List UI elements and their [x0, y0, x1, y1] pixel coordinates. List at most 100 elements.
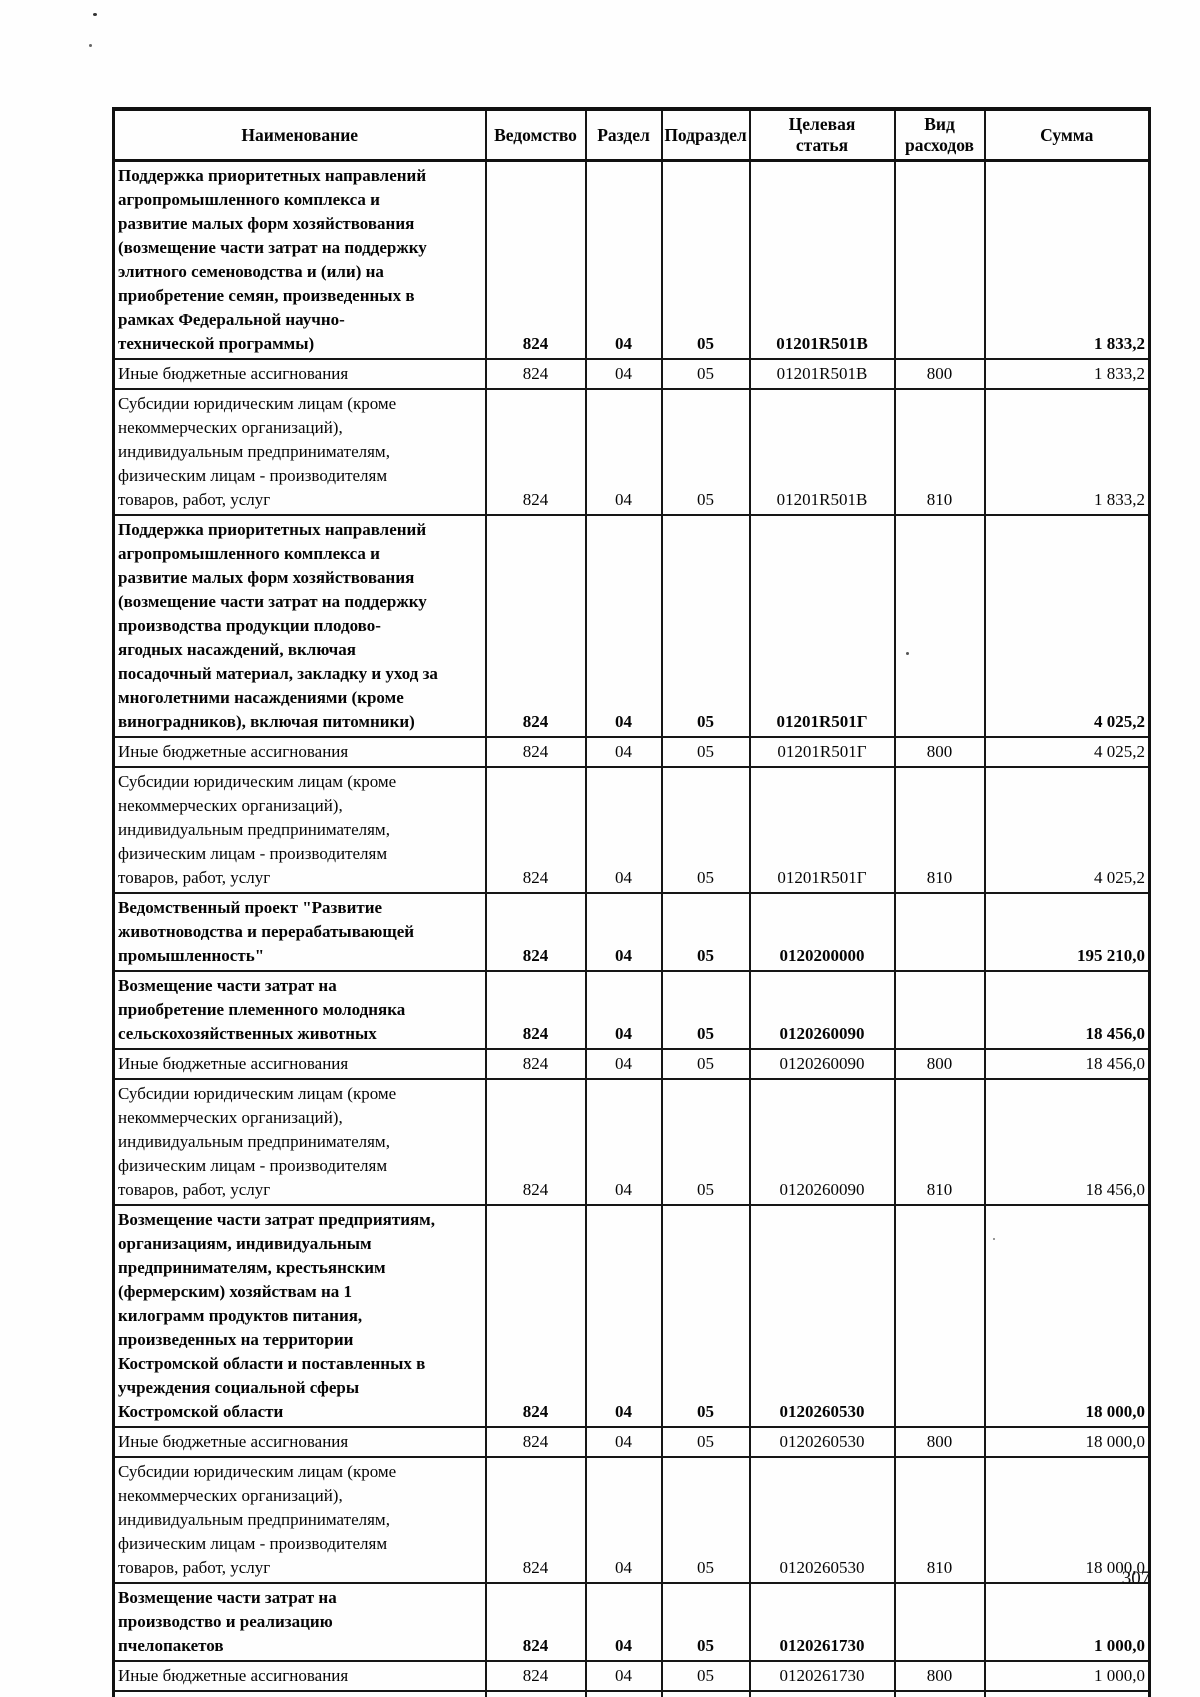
cell-name: Иные бюджетные ассигнования	[112, 736, 487, 768]
cell-podrazdel: 05	[660, 514, 751, 738]
cell-razdel: 04	[584, 388, 663, 516]
cell-razdel: 04	[584, 1078, 663, 1206]
cell-razdel: 04	[584, 1426, 663, 1458]
cell-summa: 4 025,2	[983, 766, 1151, 894]
cell-vid: 810	[893, 1690, 986, 1697]
cell-name: Субсидии юридическим лицам (кроме некомм…	[112, 1690, 487, 1697]
cell-summa: 18 456,0	[983, 970, 1151, 1050]
cell-name: Поддержка приоритетных направлений агроп…	[112, 514, 487, 738]
cell-target: 0120260530	[748, 1426, 896, 1458]
cell-target: 01201R501Г	[748, 766, 896, 894]
scan-speck	[93, 13, 97, 16]
cell-razdel: 04	[584, 766, 663, 894]
table-row: Поддержка приоритетных направлений агроп…	[112, 514, 1151, 738]
cell-podrazdel: 05	[660, 1660, 751, 1692]
cell-summa: 18 000,0	[983, 1426, 1151, 1458]
table-row: Субсидии юридическим лицам (кроме некомм…	[112, 388, 1151, 516]
cell-vedomstvo: 824	[484, 1426, 587, 1458]
cell-vedomstvo: 824	[484, 1048, 587, 1080]
cell-podrazdel: 05	[660, 159, 751, 360]
cell-name: Возмещение части затрат на производство …	[112, 1582, 487, 1662]
cell-podrazdel: 05	[660, 1690, 751, 1697]
col-header-vedomstvo: Ведомство	[484, 107, 587, 162]
cell-target: 0120260090	[748, 1048, 896, 1080]
cell-vedomstvo: 824	[484, 970, 587, 1050]
table-row: Возмещение части затрат на приобретение …	[112, 970, 1151, 1050]
cell-podrazdel: 05	[660, 1078, 751, 1206]
budget-table: Наименование Ведомство Раздел Подраздел …	[112, 107, 1151, 1697]
cell-podrazdel: 05	[660, 736, 751, 768]
cell-razdel: 04	[584, 892, 663, 972]
cell-podrazdel: 05	[660, 766, 751, 894]
col-header-razdel: Раздел	[584, 107, 663, 162]
cell-razdel: 04	[584, 1582, 663, 1662]
cell-razdel: 04	[584, 159, 663, 360]
col-header-name: Наименование	[112, 107, 487, 162]
cell-target: 0120260090	[748, 970, 896, 1050]
cell-vid: 800	[893, 1426, 986, 1458]
cell-podrazdel: 05	[660, 892, 751, 972]
cell-razdel: 04	[584, 1204, 663, 1428]
cell-name: Возмещение части затрат на приобретение …	[112, 970, 487, 1050]
cell-vedomstvo: 824	[484, 1582, 587, 1662]
cell-name: Ведомственный проект "Развитие животново…	[112, 892, 487, 972]
table-row: Иные бюджетные ассигнования 824 04 05 012026…	[112, 1426, 1151, 1458]
cell-name: Возмещение части затрат предприятиям, ор…	[112, 1204, 487, 1428]
cell-summa: 18 456,0	[983, 1048, 1151, 1080]
cell-summa: 1 000,0	[983, 1582, 1151, 1662]
cell-vedomstvo: 824	[484, 514, 587, 738]
cell-target: 0120261730	[748, 1582, 896, 1662]
table-body: Поддержка приоритетных направлений агроп…	[112, 159, 1151, 1697]
table-header-row: Наименование Ведомство Раздел Подраздел …	[112, 107, 1151, 162]
cell-podrazdel: 05	[660, 1204, 751, 1428]
cell-vid: 810	[893, 766, 986, 894]
col-header-target: Целевая статья	[748, 107, 896, 162]
cell-vedomstvo: 824	[484, 1690, 587, 1697]
cell-podrazdel: 05	[660, 1048, 751, 1080]
cell-razdel: 04	[584, 1690, 663, 1697]
cell-summa: 1 000,0	[983, 1690, 1151, 1697]
page-number: 307	[1121, 1568, 1151, 1589]
cell-name: Иные бюджетные ассигнования	[112, 358, 487, 390]
cell-podrazdel: 05	[660, 1456, 751, 1584]
table-row: Иные бюджетные ассигнования 824 04 05 01201R…	[112, 736, 1151, 768]
cell-target: 01201R501Г	[748, 514, 896, 738]
cell-razdel: 04	[584, 736, 663, 768]
cell-vedomstvo: 824	[484, 1456, 587, 1584]
cell-summa: 1 000,0	[983, 1660, 1151, 1692]
cell-vid: 800	[893, 1048, 986, 1080]
table-row: Субсидии юридическим лицам (кроме некомм…	[112, 1078, 1151, 1206]
cell-name: Субсидии юридическим лицам (кроме некомм…	[112, 766, 487, 894]
cell-target: 0120200000	[748, 892, 896, 972]
cell-vid: 800	[893, 358, 986, 390]
scan-speck	[89, 44, 92, 47]
cell-name: Иные бюджетные ассигнования	[112, 1660, 487, 1692]
cell-vid: 800	[893, 736, 986, 768]
cell-vedomstvo: 824	[484, 892, 587, 972]
cell-razdel: 04	[584, 358, 663, 390]
cell-name: Субсидии юридическим лицам (кроме некомм…	[112, 1078, 487, 1206]
cell-vid: 810	[893, 1456, 986, 1584]
col-header-podrazdel: Подраздел	[660, 107, 751, 162]
table-row: Иные бюджетные ассигнования 824 04 05 01201R…	[112, 358, 1151, 390]
cell-name: Субсидии юридическим лицам (кроме некомм…	[112, 388, 487, 516]
cell-vid	[893, 514, 986, 738]
cell-vid	[893, 1582, 986, 1662]
cell-summa: 18 000,0	[983, 1204, 1151, 1428]
cell-summa: 1 833,2	[983, 159, 1151, 360]
table-row: Ведомственный проект "Развитие животново…	[112, 892, 1151, 972]
cell-target: 0120260090	[748, 1078, 896, 1206]
cell-target: 0120261730	[748, 1660, 896, 1692]
cell-vid: 800	[893, 1660, 986, 1692]
table-row: Возмещение части затрат на производство …	[112, 1582, 1151, 1662]
cell-razdel: 04	[584, 1660, 663, 1692]
cell-vedomstvo: 824	[484, 358, 587, 390]
cell-summa: 195 210,0	[983, 892, 1151, 972]
cell-razdel: 04	[584, 1456, 663, 1584]
cell-vid	[893, 970, 986, 1050]
cell-vedomstvo: 824	[484, 766, 587, 894]
cell-summa: 4 025,2	[983, 514, 1151, 738]
table-row: Субсидии юридическим лицам (кроме некомм…	[112, 1690, 1151, 1697]
cell-name: Поддержка приоритетных направлений агроп…	[112, 159, 487, 360]
